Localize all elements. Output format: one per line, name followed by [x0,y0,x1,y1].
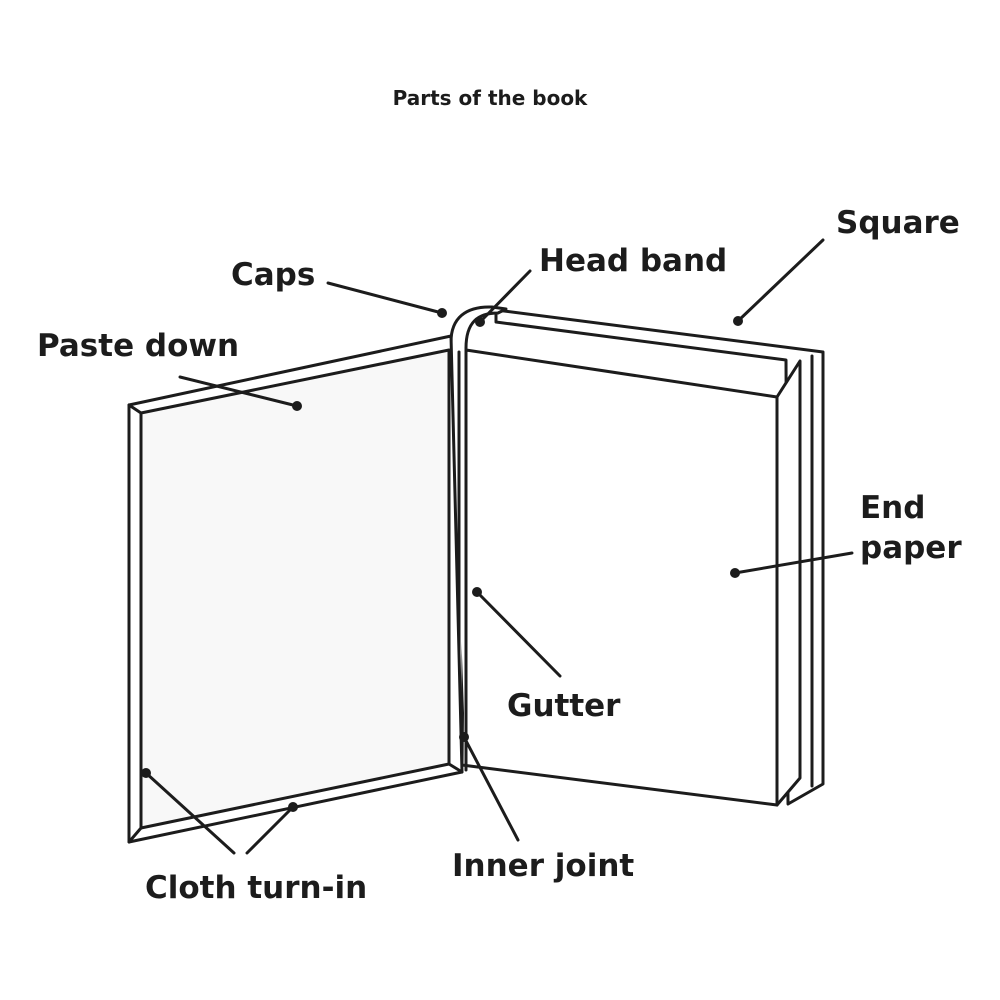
turn-in-corner-top [127,403,143,415]
diagram-title: Parts of the book [392,86,588,110]
turn-in-corner-bottom [127,826,143,844]
inner-joint-leader [462,735,520,842]
cloth-turn-in-leader-left [144,771,236,855]
inner-joint-dot [459,732,469,742]
end-paper-label-line1: End [860,490,926,526]
gutter-leader [475,590,562,678]
turn-in-corner-hinge [447,762,464,774]
head-band-label: Head band [539,243,728,279]
cloth-turn-in-leader-right [245,805,295,855]
text-block-edge [775,359,802,807]
caps-dot [437,308,447,318]
paste-down-sheet [139,348,451,830]
paste-down-dot [292,401,302,411]
cloth-turn-in-dot-left [141,768,151,778]
end-paper-leader [733,551,854,575]
gutter-dot [472,587,482,597]
caps-label: Caps [231,257,316,293]
square-leader [736,238,825,323]
end-paper-label-line2: paper [860,530,962,566]
end-paper-label: End paper [860,488,1000,568]
cloth-turn-in-dot-right [288,802,298,812]
square-label: Square [836,205,960,241]
inner-joint-label: Inner joint [452,848,635,884]
end-paper-page [460,348,779,807]
head-band-dot [475,317,485,327]
end-paper-dot [730,568,740,578]
paste-down-label: Paste down [37,328,240,364]
square-dot [733,316,743,326]
head-band-leader [478,269,532,324]
spine [449,305,508,772]
gutter-label: Gutter [507,688,621,724]
cloth-turn-in-label: Cloth turn-in [145,870,368,906]
caps-leader [326,281,444,315]
paste-down-leader [178,375,299,408]
